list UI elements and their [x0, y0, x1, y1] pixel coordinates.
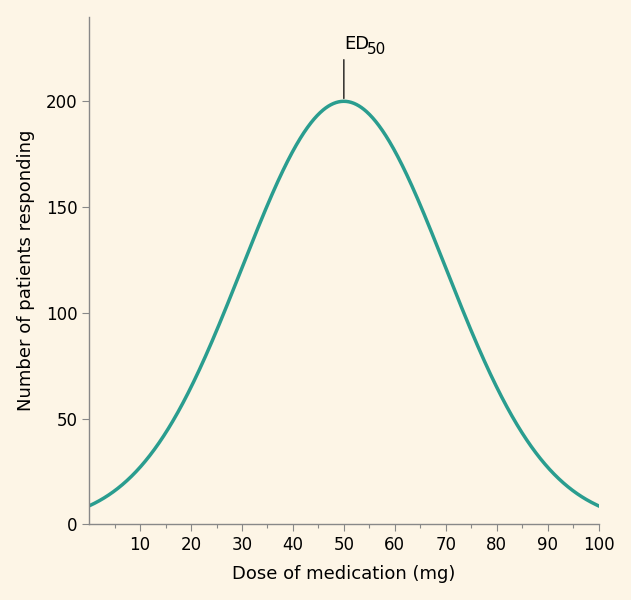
Text: ED: ED — [344, 35, 369, 53]
Y-axis label: Number of patients responding: Number of patients responding — [16, 130, 35, 411]
Text: 50: 50 — [367, 42, 386, 57]
X-axis label: Dose of medication (mg): Dose of medication (mg) — [232, 565, 456, 583]
